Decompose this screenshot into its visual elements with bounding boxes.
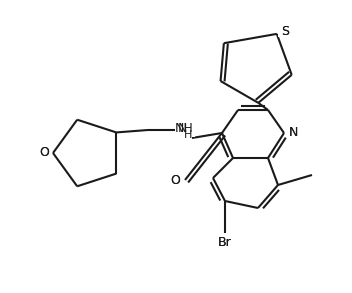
FancyBboxPatch shape (175, 125, 195, 137)
Text: N: N (177, 122, 187, 134)
Text: N: N (288, 127, 298, 139)
Text: H: H (184, 130, 192, 140)
Text: N: N (288, 127, 298, 139)
FancyBboxPatch shape (169, 175, 181, 185)
Text: NH: NH (175, 122, 193, 135)
Text: O: O (39, 146, 49, 159)
Text: Br: Br (218, 236, 232, 250)
Text: O: O (170, 173, 180, 187)
FancyBboxPatch shape (38, 148, 50, 158)
Text: S: S (281, 25, 289, 38)
Text: Br: Br (218, 236, 232, 250)
FancyBboxPatch shape (287, 128, 299, 138)
FancyBboxPatch shape (216, 238, 234, 248)
Text: O: O (170, 173, 180, 187)
FancyBboxPatch shape (278, 27, 292, 37)
Text: S: S (281, 25, 289, 38)
Text: O: O (39, 146, 49, 159)
